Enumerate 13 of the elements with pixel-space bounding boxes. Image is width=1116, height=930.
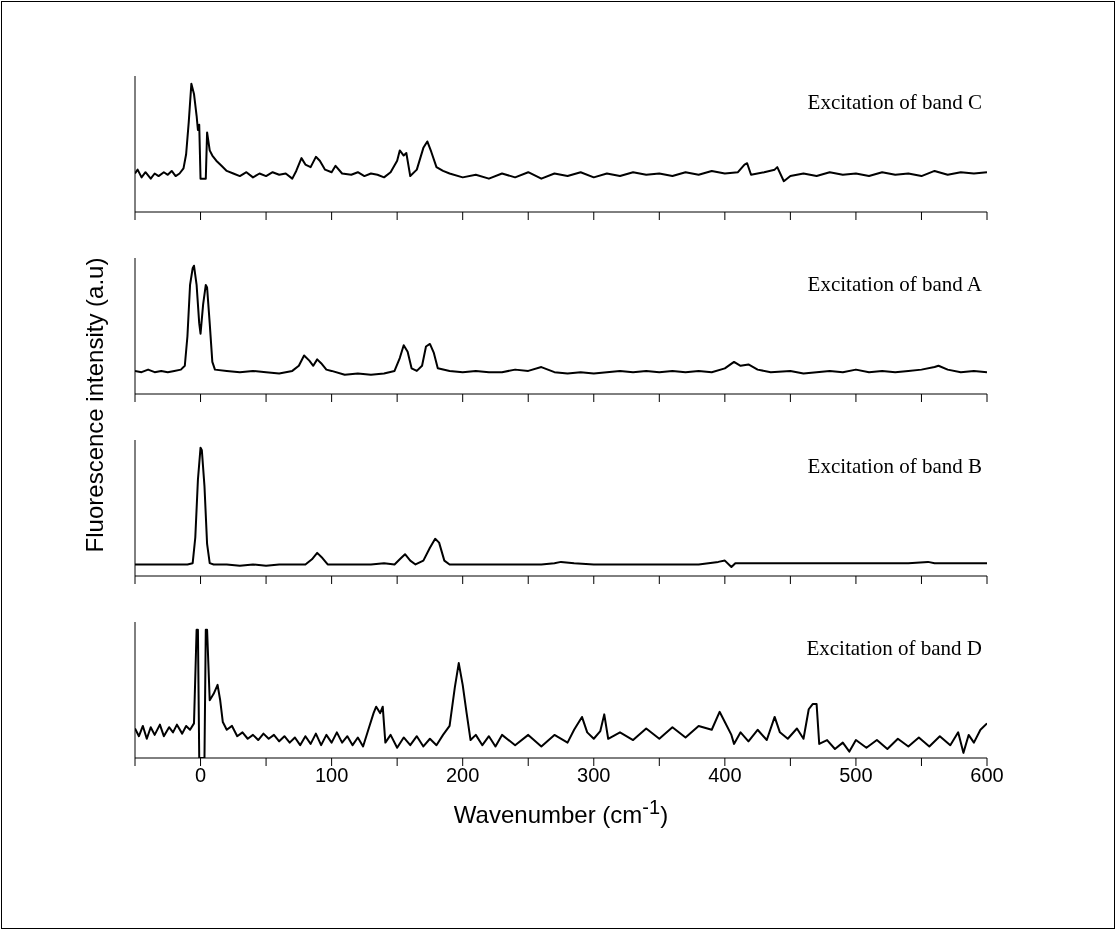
x-tick-label: 500: [839, 764, 873, 787]
annotation: Excitation of band A: [807, 272, 982, 297]
y-axis-title: Fluorescence intensity (a.u): [81, 257, 109, 553]
x-tick-label: 300: [577, 764, 611, 787]
x-tick-label: 0: [194, 764, 207, 787]
x-tick-label: 400: [708, 764, 742, 787]
x-tick-label: 200: [446, 764, 480, 787]
x-tick-label: 100: [314, 764, 349, 787]
annotation: Excitation of band D: [806, 636, 982, 661]
annotation: Excitation of band B: [807, 454, 982, 479]
x-axis-title: Wavenumber (cm$^{-1}$): [453, 795, 669, 829]
x-tick-label: 600: [970, 764, 1004, 787]
annotation: Excitation of band C: [807, 90, 982, 115]
